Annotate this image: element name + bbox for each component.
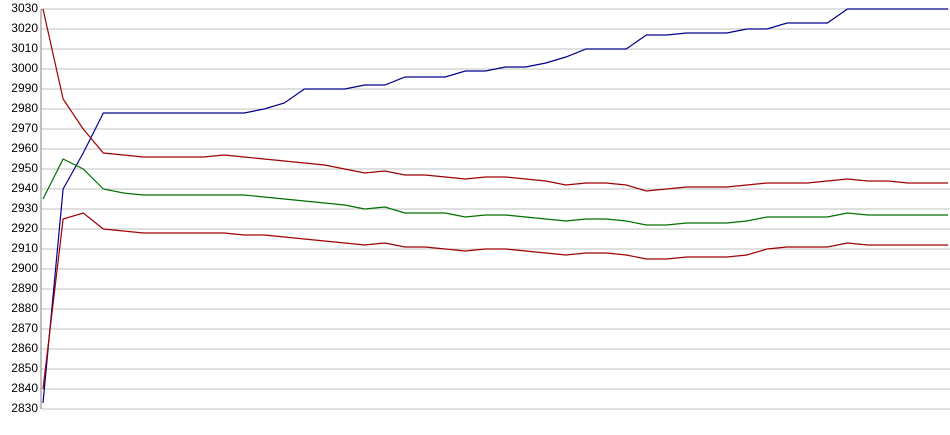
y-tick-label: 2920 — [11, 221, 38, 235]
y-tick-label: 2900 — [11, 261, 38, 275]
y-tick-label: 2870 — [11, 321, 38, 335]
y-tick-label: 3000 — [11, 61, 38, 75]
y-tick-label: 2830 — [11, 401, 38, 415]
y-tick-label: 2860 — [11, 341, 38, 355]
y-tick-label: 2960 — [11, 141, 38, 155]
series-line — [42, 8, 948, 404]
y-tick-label: 3010 — [11, 41, 38, 55]
y-tick-label: 2880 — [11, 301, 38, 315]
series-line — [42, 212, 948, 390]
y-tick-label: 3020 — [11, 21, 38, 35]
y-tick-label: 2840 — [11, 381, 38, 395]
y-tick-label: 2890 — [11, 281, 38, 295]
y-tick-label: 2980 — [11, 101, 38, 115]
y-tick-label: 2930 — [11, 201, 38, 215]
y-tick-label: 2990 — [11, 81, 38, 95]
y-tick-label: 2950 — [11, 161, 38, 175]
y-tick-label: 3030 — [11, 1, 38, 15]
y-tick-label: 2910 — [11, 241, 38, 255]
y-tick-label: 2850 — [11, 361, 38, 375]
y-tick-label: 2940 — [11, 181, 38, 195]
series-line — [42, 158, 948, 226]
series-line — [42, 8, 948, 192]
y-tick-label: 2970 — [11, 121, 38, 135]
